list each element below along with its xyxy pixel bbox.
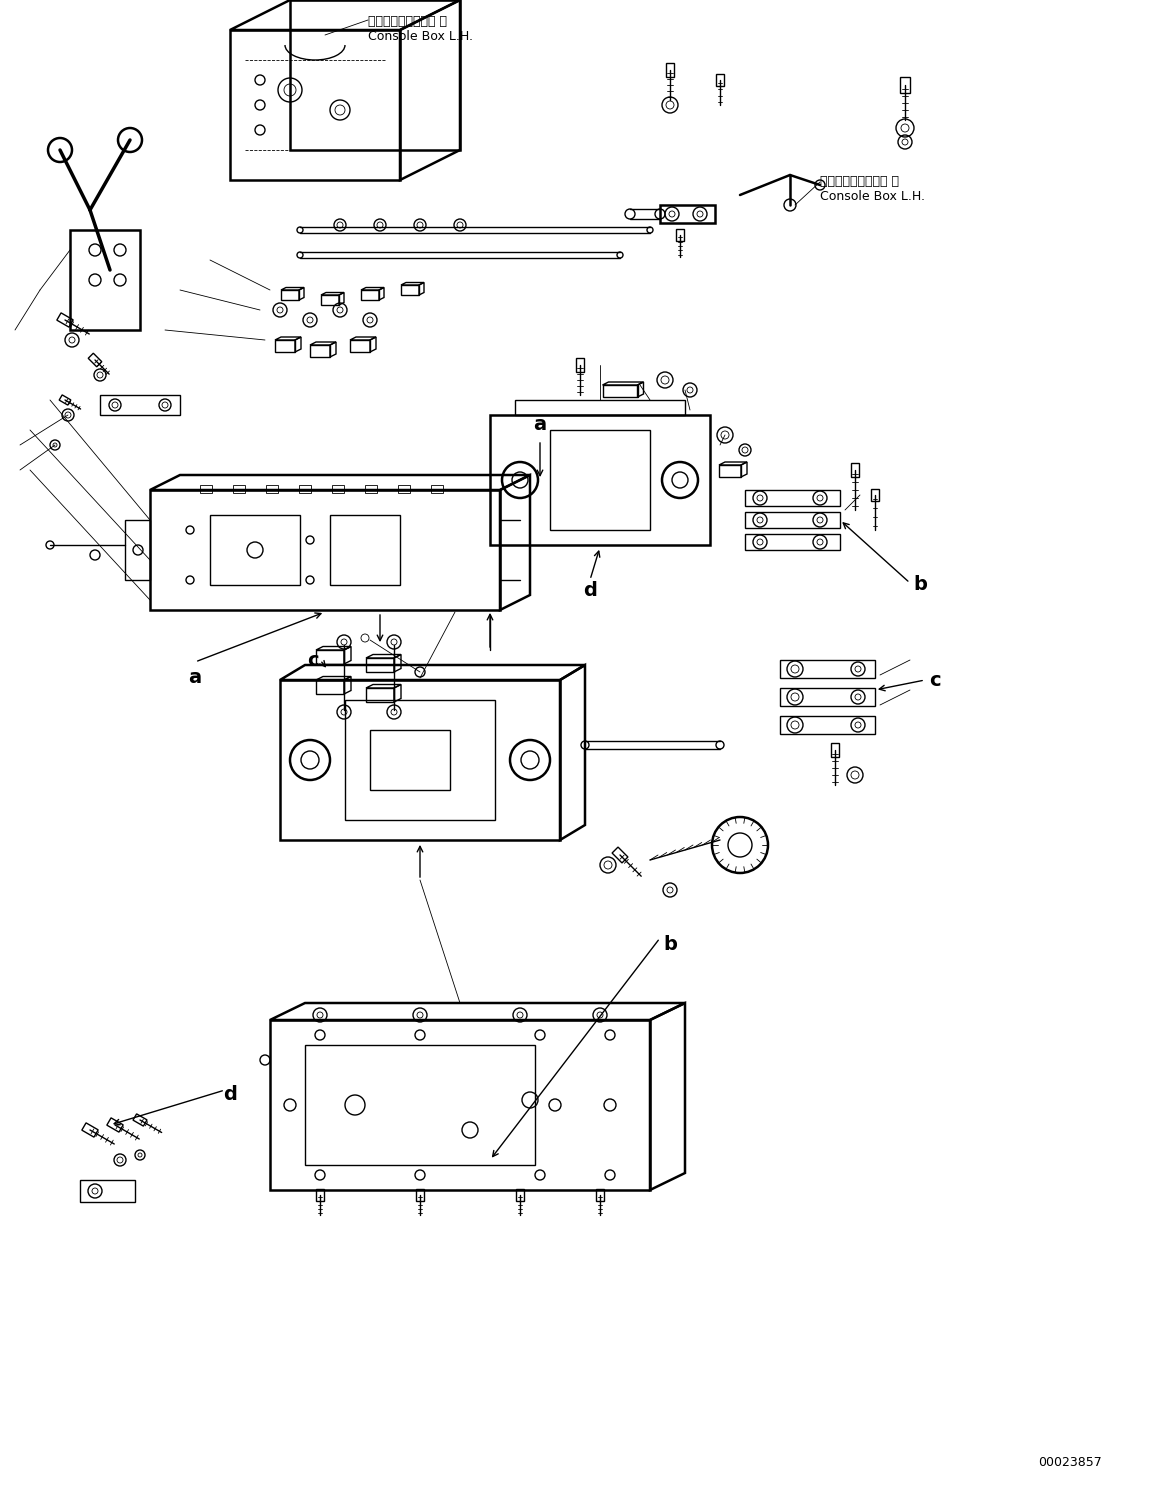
Bar (233, 485, 245, 494)
Bar (745, 534, 840, 550)
Bar (780, 716, 875, 734)
Bar (80, 1179, 135, 1202)
Bar (200, 485, 212, 494)
Bar (100, 395, 179, 414)
Text: a: a (534, 416, 547, 434)
Text: コンソールボックス 左: コンソールボックス 左 (820, 174, 899, 188)
Bar (660, 204, 714, 224)
Text: c: c (307, 650, 318, 669)
Text: Console Box L.H.: Console Box L.H. (368, 30, 472, 43)
Text: d: d (584, 580, 596, 599)
Bar (299, 485, 312, 494)
Text: d: d (223, 1085, 237, 1105)
Bar (365, 485, 378, 494)
Text: a: a (189, 668, 201, 687)
Text: b: b (913, 576, 926, 595)
Bar (745, 511, 840, 528)
Bar (266, 485, 278, 494)
Bar (330, 514, 400, 584)
Bar (780, 687, 875, 707)
Bar (305, 1045, 535, 1164)
Bar (398, 485, 410, 494)
Bar (515, 400, 686, 414)
Bar (431, 485, 444, 494)
Text: c: c (929, 671, 940, 689)
Bar (371, 731, 450, 790)
Text: 00023857: 00023857 (1038, 1457, 1101, 1469)
Text: Console Box L.H.: Console Box L.H. (820, 189, 925, 203)
Text: b: b (664, 935, 677, 954)
Bar (210, 514, 300, 584)
Bar (745, 491, 840, 505)
Bar (780, 661, 875, 678)
Text: コンソールボックス 左: コンソールボックス 左 (368, 15, 447, 28)
Bar (332, 485, 344, 494)
